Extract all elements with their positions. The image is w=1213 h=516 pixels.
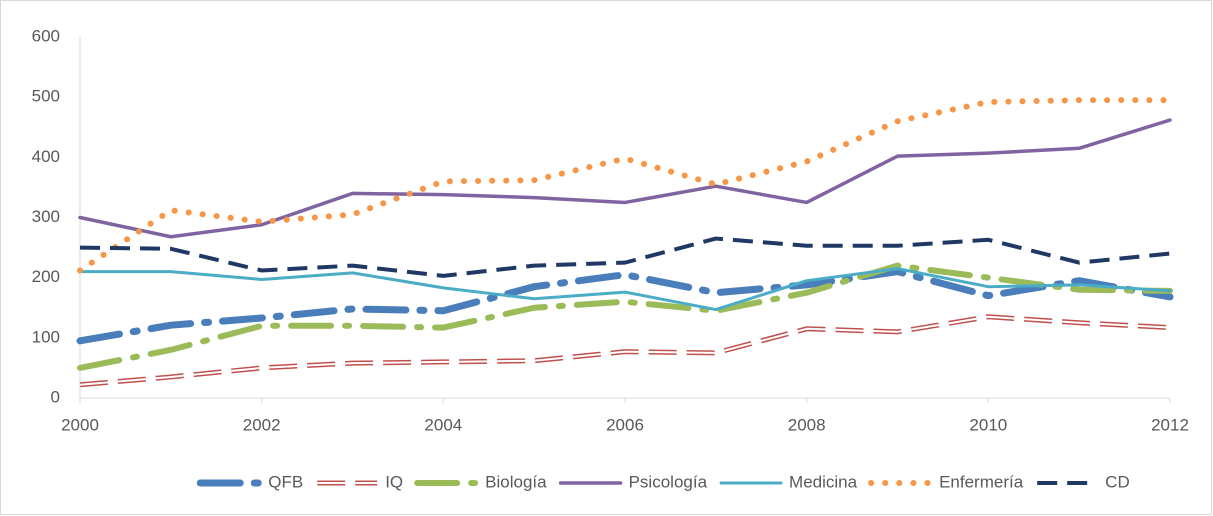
y-tick-label: 100 bbox=[32, 327, 60, 346]
series-line bbox=[78, 267, 1172, 312]
y-tick-label: 500 bbox=[32, 87, 60, 106]
x-tick-label: 2010 bbox=[969, 415, 1007, 434]
x-tick-label: 2006 bbox=[606, 415, 644, 434]
legend-label: QFB bbox=[268, 472, 303, 491]
y-tick-label: 0 bbox=[51, 387, 60, 406]
series-line bbox=[79, 236, 1171, 278]
x-tick-label: 2008 bbox=[788, 415, 826, 434]
series-line bbox=[78, 118, 1172, 239]
series-line bbox=[76, 268, 1174, 345]
series-line-inner bbox=[79, 315, 1171, 386]
legend-label: IQ bbox=[385, 472, 403, 491]
legend-label: Biología bbox=[485, 472, 547, 491]
y-tick-label: 600 bbox=[32, 26, 60, 45]
y-tick-label: 300 bbox=[32, 207, 60, 226]
legend-label: CD bbox=[1105, 472, 1130, 491]
legend-label: Enfermería bbox=[939, 472, 1024, 491]
x-tick-label: 2012 bbox=[1151, 415, 1189, 434]
y-tick-label: 400 bbox=[32, 147, 60, 166]
x-tick-label: 2004 bbox=[424, 415, 462, 434]
x-tick-label: 2002 bbox=[243, 415, 281, 434]
legend-label: Psicología bbox=[629, 472, 708, 491]
series-line bbox=[77, 262, 1173, 371]
legend-label: Medicina bbox=[789, 472, 858, 491]
y-tick-label: 200 bbox=[32, 267, 60, 286]
x-tick-label: 2000 bbox=[61, 415, 99, 434]
